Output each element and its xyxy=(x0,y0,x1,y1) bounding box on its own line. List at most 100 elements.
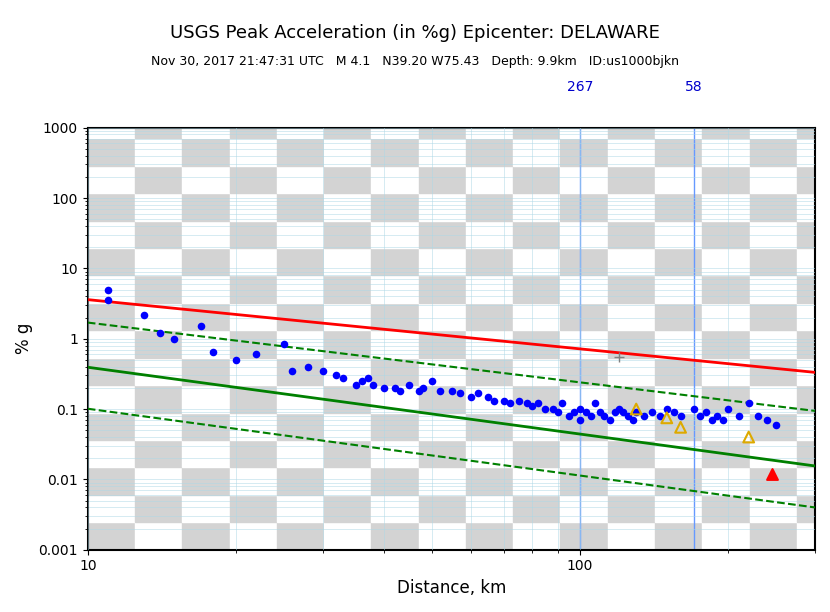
Point xyxy=(705,415,718,425)
Bar xyxy=(135,138,183,166)
Point xyxy=(194,321,208,331)
Bar xyxy=(88,522,135,550)
Bar xyxy=(135,440,183,468)
Bar xyxy=(797,440,830,468)
Bar xyxy=(466,385,513,412)
Bar xyxy=(371,440,418,468)
Point xyxy=(503,398,516,408)
Bar xyxy=(418,166,466,193)
Bar xyxy=(655,111,702,138)
Point xyxy=(453,388,466,398)
Bar xyxy=(371,166,418,193)
Bar xyxy=(560,220,608,248)
Bar xyxy=(702,495,749,522)
Bar xyxy=(608,522,655,550)
Bar xyxy=(749,248,797,275)
Bar xyxy=(513,193,560,220)
Bar xyxy=(135,111,183,138)
Bar xyxy=(702,220,749,248)
Point xyxy=(301,362,315,371)
Bar xyxy=(418,138,466,166)
Bar xyxy=(513,166,560,193)
Point xyxy=(621,411,634,421)
Bar xyxy=(702,193,749,220)
Bar xyxy=(230,193,277,220)
Bar xyxy=(88,83,135,111)
Bar xyxy=(277,138,325,166)
Bar xyxy=(325,440,371,468)
Bar xyxy=(466,303,513,330)
Bar xyxy=(797,166,830,193)
Bar xyxy=(749,522,797,550)
Bar xyxy=(371,83,418,111)
Point xyxy=(646,408,659,417)
Bar xyxy=(325,275,371,303)
Point xyxy=(765,469,779,479)
Bar xyxy=(183,138,230,166)
Bar xyxy=(135,248,183,275)
Bar xyxy=(466,111,513,138)
Point xyxy=(101,285,115,294)
Bar xyxy=(797,83,830,111)
Bar xyxy=(608,220,655,248)
Bar xyxy=(371,220,418,248)
Text: USGS Peak Acceleration (in %g) Epicenter: DELAWARE: USGS Peak Acceleration (in %g) Epicenter… xyxy=(170,24,660,42)
Text: 58: 58 xyxy=(685,80,702,94)
Bar xyxy=(513,468,560,495)
Bar xyxy=(371,111,418,138)
Bar xyxy=(749,330,797,357)
Point xyxy=(653,411,666,421)
Point xyxy=(613,404,626,414)
Bar xyxy=(513,440,560,468)
Bar xyxy=(749,412,797,440)
Bar xyxy=(418,275,466,303)
Point xyxy=(378,383,391,393)
Bar xyxy=(88,275,135,303)
Bar xyxy=(325,495,371,522)
Bar xyxy=(797,330,830,357)
Bar xyxy=(797,468,830,495)
Bar xyxy=(230,330,277,357)
Bar xyxy=(371,385,418,412)
Bar xyxy=(183,330,230,357)
Bar xyxy=(277,495,325,522)
Bar xyxy=(749,385,797,412)
Point xyxy=(539,404,552,414)
Bar xyxy=(230,303,277,330)
Point xyxy=(760,415,774,425)
Bar xyxy=(608,193,655,220)
Point xyxy=(574,415,587,425)
Bar xyxy=(135,220,183,248)
Bar xyxy=(797,220,830,248)
Bar xyxy=(797,248,830,275)
Bar xyxy=(325,385,371,412)
Bar xyxy=(418,330,466,357)
Bar xyxy=(702,412,749,440)
Bar xyxy=(325,412,371,440)
Bar xyxy=(183,303,230,330)
Bar xyxy=(418,111,466,138)
Bar xyxy=(560,522,608,550)
Bar xyxy=(655,303,702,330)
Bar xyxy=(371,248,418,275)
Bar xyxy=(230,412,277,440)
Point xyxy=(277,339,290,349)
Bar xyxy=(466,357,513,385)
Bar xyxy=(560,248,608,275)
Bar xyxy=(608,412,655,440)
Bar xyxy=(88,111,135,138)
Bar xyxy=(466,440,513,468)
Bar xyxy=(560,275,608,303)
Bar xyxy=(325,248,371,275)
Bar xyxy=(513,303,560,330)
Bar xyxy=(135,385,183,412)
Bar xyxy=(702,248,749,275)
Point xyxy=(637,411,651,421)
Bar xyxy=(418,495,466,522)
Bar xyxy=(608,83,655,111)
Bar xyxy=(466,138,513,166)
Bar xyxy=(183,220,230,248)
Bar xyxy=(655,385,702,412)
Bar xyxy=(797,193,830,220)
Point xyxy=(286,366,299,376)
